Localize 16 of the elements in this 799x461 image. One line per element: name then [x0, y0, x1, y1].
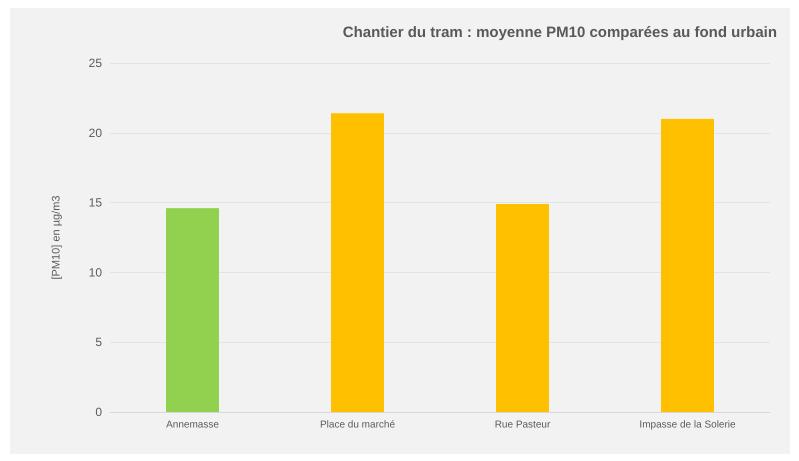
y-tick-label: 5: [95, 335, 102, 350]
y-tick-label: 25: [88, 56, 102, 70]
x-tick-label: Rue Pasteur: [494, 420, 551, 430]
x-tick-label: Impasse de la Solerie: [639, 420, 736, 430]
y-tick-label: 20: [88, 126, 102, 140]
bar: [166, 208, 219, 412]
x-tick-label: Annemasse: [166, 420, 220, 430]
chart-title: Chantier du tram : moyenne PM10 comparées au fond urbain: [342, 24, 778, 41]
x-tick-label: Place du marché: [320, 420, 396, 430]
y-axis-title: [PM10] en µg/m3: [50, 196, 62, 280]
bar: [661, 118, 714, 412]
bar: [331, 113, 384, 412]
bar: [496, 204, 549, 412]
y-tick-label: 15: [88, 196, 102, 210]
y-tick-label: 0: [95, 405, 102, 419]
y-tick-label: 10: [88, 265, 102, 280]
